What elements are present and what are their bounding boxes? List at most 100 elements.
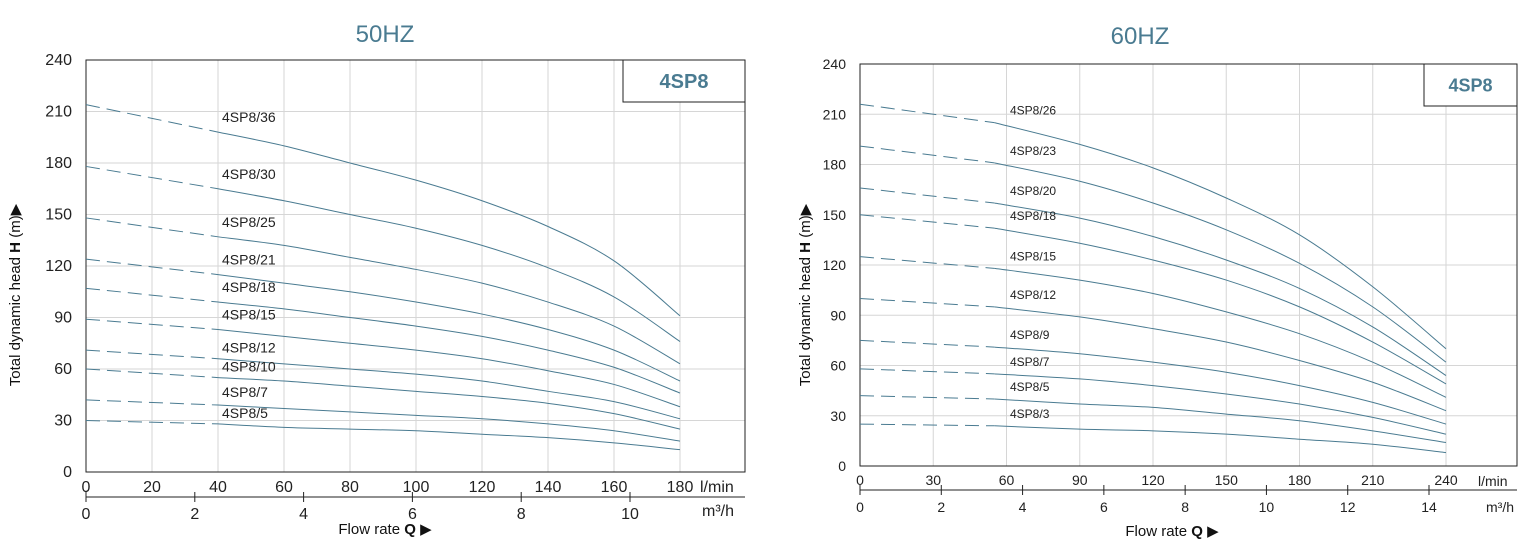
y-tick-label: 30 [830, 408, 846, 424]
x-tick-label: 100 [403, 479, 430, 496]
series-line [994, 162, 1447, 363]
x-tick-label: 150 [1215, 472, 1239, 488]
series-label: 4SP8/15 [222, 307, 276, 323]
badge-label: 4SP8 [660, 71, 709, 93]
x-unit-label: l/min [1478, 473, 1508, 489]
x-tick-label: 60 [999, 472, 1015, 488]
x-axis-label: Flow rate Q ▶ [1125, 523, 1219, 540]
x-tick-label: 0 [856, 472, 864, 488]
x-tick-label: 40 [209, 479, 227, 496]
plot-frame [859, 63, 1518, 467]
series-label: 4SP8/26 [1010, 104, 1056, 118]
series-line-dashed [859, 368, 995, 375]
x-unit-label: l/min [700, 479, 734, 496]
x-axis-label-part: ▶ [1203, 523, 1219, 540]
x2-tick-label: 2 [937, 499, 945, 515]
series-label: 4SP8/25 [222, 214, 276, 230]
x2-tick-label: 4 [299, 506, 308, 523]
y-tick-label: 90 [830, 307, 846, 323]
x-axis-label-part: Flow rate [338, 521, 404, 538]
series-label: 4SP8/23 [1010, 144, 1056, 158]
series-line-dashed [859, 214, 995, 229]
y-tick-label: 90 [54, 310, 72, 327]
series-line [217, 236, 681, 365]
series-line [994, 306, 1447, 412]
badge-label: 4SP8 [1448, 75, 1492, 95]
y-tick-label: 240 [45, 52, 72, 69]
series-line-dashed [85, 287, 219, 303]
x-tick-label: 180 [667, 479, 694, 496]
x-axis-label: Flow rate Q ▶ [338, 521, 432, 538]
series-line [994, 346, 1447, 425]
series-label: 4SP8/20 [1010, 184, 1056, 198]
chart-title: 60HZ [1111, 23, 1170, 50]
y-tick-label: 180 [823, 157, 847, 173]
badge-box [622, 59, 746, 103]
series-line [994, 202, 1447, 376]
y-tick-label: 120 [823, 257, 847, 273]
series-label: 4SP8/5 [1010, 380, 1050, 394]
y-tick-label: 150 [823, 207, 847, 223]
y-axis-label-part: Total dynamic head [7, 253, 24, 386]
x2-tick-label: 8 [517, 506, 526, 523]
y-axis-label-part: (m) [7, 215, 24, 242]
series-label: 4SP8/5 [222, 405, 268, 421]
y-axis-label-part: (m) [797, 215, 814, 242]
x-axis-label-part: Flow rate [1125, 523, 1191, 540]
y-axis-label: Total dynamic head H (m)▶ [797, 203, 814, 386]
x-tick-label: 0 [82, 479, 91, 496]
y-axis-label-part: Total dynamic head [797, 253, 814, 386]
x-axis-label-part: ▶ [416, 521, 432, 538]
x-tick-label: 80 [341, 479, 359, 496]
series-label: 4SP8/21 [222, 252, 276, 268]
series-label: 4SP8/7 [1010, 355, 1050, 369]
badge-box [1423, 63, 1518, 107]
x2-tick-label: 12 [1340, 499, 1356, 515]
series-line-dashed [859, 256, 995, 269]
series-line-dashed [85, 165, 219, 190]
y-tick-label: 240 [823, 56, 847, 72]
series-line-dashed [859, 423, 995, 427]
x-tick-label: 60 [275, 479, 293, 496]
y-tick-label: 0 [63, 464, 72, 481]
series-line-dashed [85, 368, 219, 379]
x2-tick-label: 0 [856, 499, 864, 515]
y-tick-label: 210 [823, 106, 847, 122]
x2-tick-label: 14 [1421, 499, 1437, 515]
series-line [217, 404, 681, 442]
x2-tick-label: 4 [1019, 499, 1027, 515]
x-tick-label: 90 [1072, 472, 1088, 488]
x-tick-label: 140 [535, 479, 562, 496]
series-line-dashed [85, 420, 219, 425]
x-tick-label: 210 [1361, 472, 1385, 488]
series-label: 4SP8/18 [1010, 209, 1056, 223]
x-tick-label: 180 [1288, 472, 1312, 488]
y-axis-label-part: H [797, 242, 814, 253]
y-tick-label: 30 [54, 413, 72, 430]
x-tick-label: 30 [925, 472, 941, 488]
series-line-dashed [85, 217, 219, 238]
series-line [994, 373, 1447, 435]
x2-tick-label: 2 [190, 506, 199, 523]
series-line [994, 267, 1447, 398]
series-label: 4SP8/18 [222, 279, 276, 295]
y-tick-label: 150 [45, 207, 72, 224]
series-line-dashed [859, 187, 995, 204]
x-tick-label: 120 [1141, 472, 1165, 488]
series-label: 4SP8/30 [222, 166, 276, 182]
series-line [217, 358, 681, 420]
series-line [217, 188, 681, 342]
x-tick-label: 120 [469, 479, 496, 496]
series-line-dashed [85, 258, 219, 276]
y-tick-label: 180 [45, 155, 72, 172]
series-line [994, 425, 1447, 454]
x2-tick-label: 6 [408, 506, 417, 523]
x-tick-label: 160 [601, 479, 628, 496]
series-line-dashed [859, 103, 995, 124]
x-tick-label: 240 [1434, 472, 1458, 488]
series-line-dashed [859, 339, 995, 348]
series-label: 4SP8/9 [1010, 328, 1050, 342]
